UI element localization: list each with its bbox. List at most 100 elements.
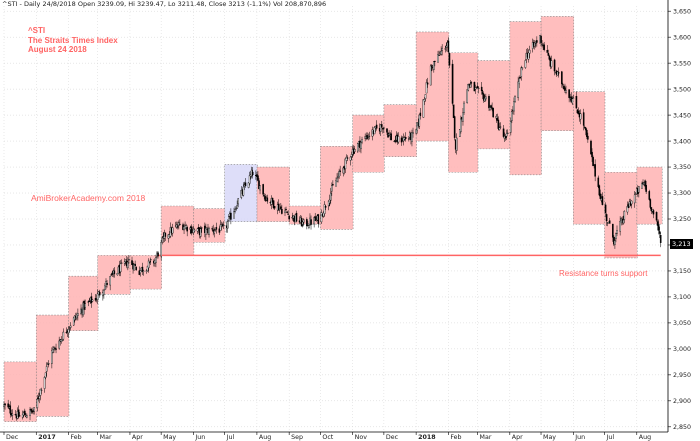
candle-body	[482, 93, 485, 101]
candle-body	[477, 87, 480, 89]
candle-body	[327, 200, 330, 207]
candle-body	[514, 96, 516, 103]
candle-body	[17, 409, 20, 418]
candle-body	[448, 53, 451, 66]
candle-body	[416, 122, 418, 132]
candle-body	[418, 114, 421, 127]
candle-body	[511, 111, 513, 121]
candle-body	[429, 65, 432, 86]
candle-body	[65, 331, 68, 333]
x-tick-label: Mar	[480, 434, 492, 441]
candle-body	[211, 228, 213, 230]
candle-body	[106, 282, 108, 285]
candle-body	[133, 264, 135, 271]
candle-body	[110, 274, 112, 276]
candle-body	[146, 265, 149, 272]
candle-body	[96, 293, 99, 301]
y-tick-label: 3,400	[673, 138, 691, 145]
candle-body	[462, 112, 464, 122]
candle-body	[553, 59, 556, 72]
candle-body	[623, 210, 626, 220]
candle-body	[266, 197, 269, 202]
candle-body	[470, 82, 473, 84]
candle-body	[533, 42, 536, 47]
x-tick-label: Nov	[355, 434, 368, 441]
candle-body	[386, 128, 388, 133]
candle-body	[103, 289, 105, 295]
candle-body	[4, 403, 6, 406]
candle-body	[447, 40, 450, 53]
candle-body	[277, 203, 280, 211]
candle-body	[433, 61, 435, 70]
candle-body	[614, 240, 616, 245]
candle-body	[91, 299, 94, 302]
candle-body	[186, 227, 188, 232]
candle-body	[579, 113, 582, 120]
candle-body	[444, 48, 447, 50]
range-box	[3, 361, 38, 422]
candle-body	[208, 227, 210, 235]
candle-body	[469, 84, 472, 88]
candle-body	[273, 205, 276, 209]
candle-body	[490, 105, 492, 108]
candlesticks	[3, 34, 662, 421]
candle-body	[235, 208, 237, 210]
candle-body	[426, 82, 429, 85]
candle-body	[18, 415, 21, 417]
candle-body	[557, 72, 560, 74]
candle-body	[361, 139, 363, 143]
x-tick-label: Jul	[606, 434, 615, 441]
range-box	[477, 60, 511, 150]
candle-body	[485, 96, 487, 100]
candle-body	[247, 182, 250, 188]
candle-body	[258, 180, 260, 190]
candle-body	[562, 84, 564, 86]
candle-body	[597, 177, 600, 187]
candle-body	[605, 214, 608, 222]
candle-body	[68, 327, 71, 329]
candle-body	[506, 132, 509, 134]
candle-body	[415, 129, 417, 134]
candle-body	[257, 175, 259, 181]
candle-body	[113, 270, 116, 275]
candle-body	[322, 212, 325, 217]
x-tick-label: 2017	[38, 434, 56, 441]
candle-body	[33, 407, 35, 412]
candle-body	[54, 347, 56, 350]
candle-body	[586, 129, 588, 137]
y-tick-label: 3,100	[673, 294, 691, 301]
candle-body	[438, 55, 440, 57]
candle-body	[437, 53, 439, 63]
candle-body	[488, 96, 490, 109]
candle-body	[155, 257, 157, 263]
candle-body	[160, 241, 162, 257]
candle-body	[317, 214, 320, 224]
candle-body	[46, 363, 49, 366]
range-box	[604, 171, 638, 259]
range-box	[35, 314, 70, 417]
candle-body	[638, 186, 640, 193]
candle-body	[228, 216, 230, 221]
candle-body	[164, 232, 167, 237]
candle-body	[423, 99, 426, 102]
candle-body	[540, 35, 542, 43]
candle-body	[394, 140, 397, 143]
candle-body	[200, 227, 203, 229]
candle-body	[278, 207, 281, 211]
candle-body	[98, 292, 101, 296]
candle-body	[460, 118, 462, 132]
candle-body	[531, 42, 534, 49]
candle-body	[350, 154, 353, 157]
candle-body	[310, 219, 312, 225]
candle-body	[658, 231, 661, 234]
candle-body	[11, 413, 14, 416]
candle-body	[171, 227, 174, 234]
candle-body	[652, 210, 655, 215]
last-value-badge: 3,213	[670, 239, 693, 249]
candle-body	[649, 199, 652, 208]
candle-body	[328, 199, 331, 204]
candle-body	[175, 224, 178, 228]
candle-body	[411, 132, 413, 142]
candle-body	[608, 220, 611, 224]
